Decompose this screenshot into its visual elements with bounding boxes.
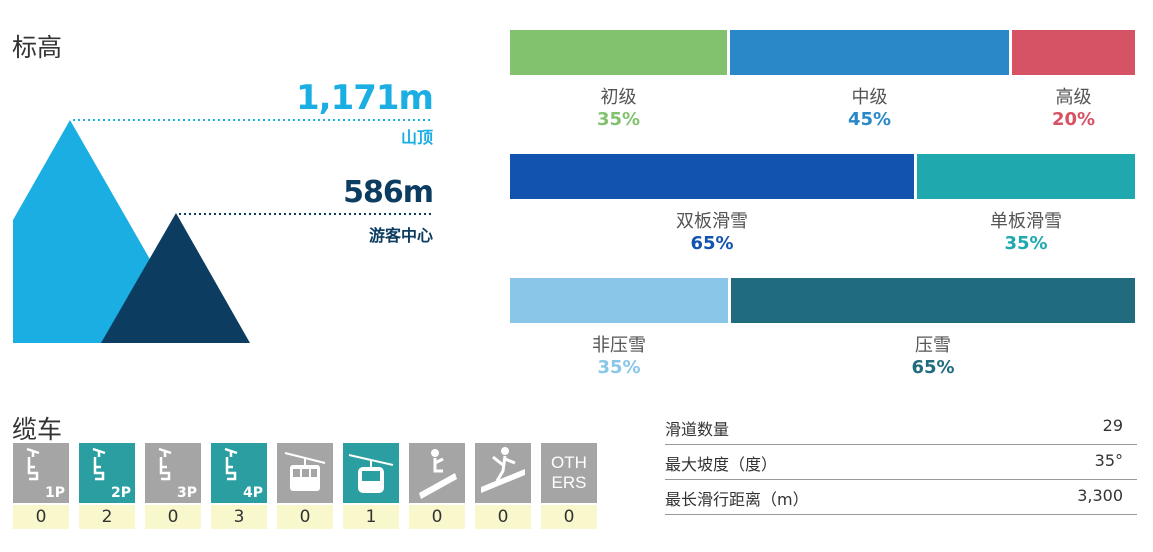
lift-item: 1P 0 [13,443,69,529]
lift-capacity-label: 3P [176,485,197,501]
lift-count: 0 [541,505,597,529]
surface-lift-icon [475,443,531,503]
difficulty-segment [1012,30,1135,75]
stat-value: 3,300 [1077,486,1123,505]
stat-label: 最长滑行距离（m） [665,490,809,509]
difficulty-segment [510,30,727,75]
difficulty-percent: 35% [596,109,641,130]
lifts-title: 缆车 [12,415,63,444]
lift-count: 1 [343,505,399,529]
type-label: 双板滑雪 [676,211,748,232]
lift-capacity-label: 1P [44,485,65,501]
grooming-percent: 35% [597,357,641,378]
base-mountain [101,213,250,343]
lift-item: 0 [277,443,333,529]
difficulty-label: 高级 [1055,87,1092,108]
base-elevation: 586m [343,175,434,210]
lift-capacity-label: 2P [110,485,131,501]
difficulty-segment [730,30,1009,75]
lift-item: 3P 0 [145,443,201,529]
summit-elevation: 1,171m [296,78,434,118]
type-segment [917,154,1135,199]
lift-item: OTH ERS 0 [541,443,597,529]
lift-count: 3 [211,505,267,529]
chairlift-4p-icon: 4P [211,443,267,503]
mountain-illustration [13,119,433,343]
lift-item: 2P 2 [79,443,135,529]
difficulty-percent: 45% [847,109,892,130]
chairlift-3p-icon: 3P [145,443,201,503]
stat-label: 滑道数量 [665,420,730,439]
lift-count: 0 [409,505,465,529]
lift-capacity-label: 4P [242,485,263,501]
grooming-label: 非压雪 [592,335,646,356]
stat-row: 滑道数量 29 [665,410,1137,445]
grooming-percent: 65% [911,357,955,378]
summit-label: 山顶 [400,128,433,147]
others-icon: OTH ERS [541,443,597,503]
lift-count: 0 [475,505,531,529]
stat-row: 最大坡度（度） 35° [665,445,1137,480]
type-bar [510,154,1135,199]
grooming-bar [510,278,1135,323]
lift-item: 0 [409,443,465,529]
stat-value: 35° [1094,451,1123,470]
gondola-icon [343,443,399,503]
difficulty-label: 初级 [600,87,637,108]
lift-count: 0 [277,505,333,529]
lift-item: 4P 3 [211,443,267,529]
elevation-title: 标高 [12,33,63,62]
stat-value: 29 [1102,416,1123,435]
ropeway-icon [277,443,333,503]
grooming-label: 压雪 [915,335,951,356]
lift-count: 2 [79,505,135,529]
others-label: OTH ERS [551,453,587,492]
lift-item: 0 [475,443,531,529]
difficulty-label: 中级 [851,87,888,108]
grooming-segment [510,278,728,323]
base-label: 游客中心 [368,226,433,245]
magic-carpet-icon [409,443,465,503]
lift-count: 0 [145,505,201,529]
chairlift-1p-icon: 1P [13,443,69,503]
grooming-segment [731,278,1135,323]
stat-label: 最大坡度（度） [665,455,778,474]
type-percent: 35% [1004,233,1048,254]
lift-item: 1 [343,443,399,529]
difficulty-bar [510,30,1135,75]
lift-count: 0 [13,505,69,529]
type-percent: 65% [690,233,734,254]
chairlift-2p-icon: 2P [79,443,135,503]
difficulty-percent: 20% [1051,109,1096,130]
stat-row: 最长滑行距离（m） 3,300 [665,480,1137,515]
type-label: 单板滑雪 [990,211,1062,232]
type-segment [510,154,914,199]
